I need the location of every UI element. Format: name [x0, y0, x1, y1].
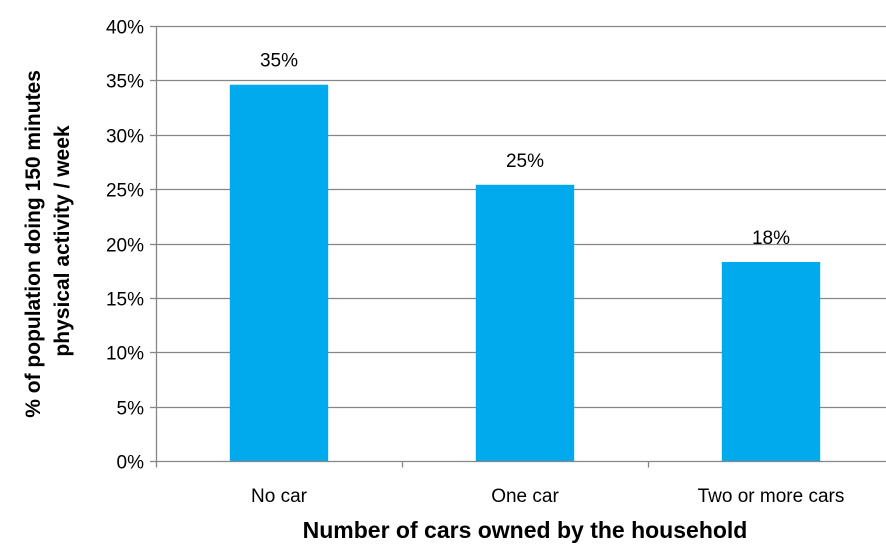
y-tick-label: 0%	[117, 453, 145, 474]
data-label: 18%	[752, 228, 790, 249]
bars	[229, 84, 821, 461]
bar	[721, 261, 821, 461]
labels: 0% 5% 10% 15% 20% 25% 30% 35% 40% 35% No car 25% One…	[106, 18, 844, 508]
y-axis-title-line-1: % of population doing 150 minutes	[22, 70, 45, 418]
data-label: 35%	[260, 51, 298, 72]
y-tick-label: 35%	[106, 72, 144, 93]
x-axis-title: Number of cars owned by the household	[303, 517, 748, 543]
y-tick-label: 15%	[106, 290, 144, 311]
x-tick-label: No car	[251, 486, 308, 507]
y-tick-label: 20%	[106, 236, 144, 257]
data-label: 25%	[506, 151, 544, 172]
y-tick-label: 30%	[106, 127, 144, 148]
y-tick-label: 5%	[117, 399, 145, 420]
y-tick-label: 40%	[106, 18, 144, 39]
y-tick-label: 25%	[106, 181, 144, 202]
x-tick-label: One car	[491, 486, 559, 507]
axes	[150, 25, 886, 468]
y-tick-label: 10%	[106, 344, 144, 365]
bar	[229, 84, 329, 461]
y-axis-title-line-2: physical activity / week	[51, 125, 74, 356]
x-tick-label: Two or more cars	[698, 486, 845, 507]
y-axis-title: % of population doing 150 minutes physic…	[22, 64, 74, 418]
bar	[475, 184, 575, 461]
